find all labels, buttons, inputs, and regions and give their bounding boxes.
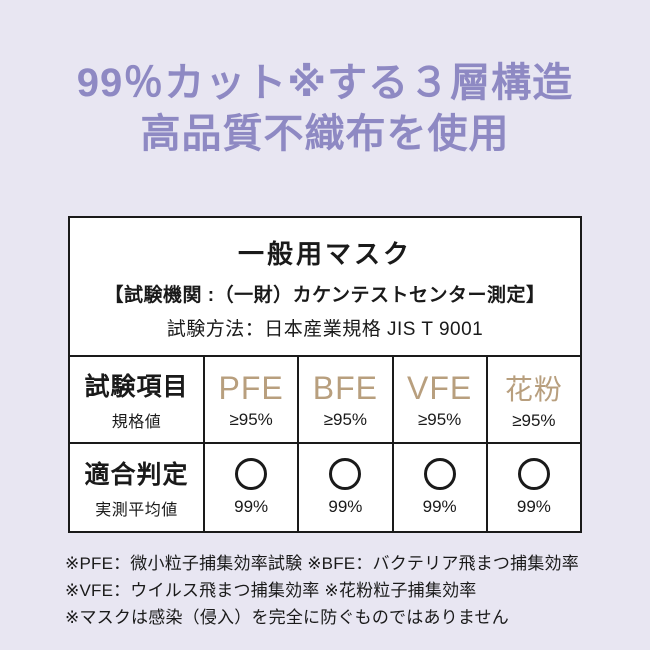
heading-line-2: 高品質不織布を使用 (140, 112, 510, 156)
test-results-table: 一般用マスク 【試験機関 :（一財）カケンテストセンター測定】 試験方法：日本産… (68, 216, 582, 533)
metric-name-pollen: 花粉 (504, 374, 563, 405)
pass-circle-icon (329, 458, 362, 490)
metric-cell-pfe: PFE ≥95% (203, 357, 297, 442)
standard-value-label: 規格値 (111, 414, 162, 431)
footnote-line-2: ※VFE：ウイルス飛まつ捕集効率 ※花粉粒子捕集効率 (65, 581, 477, 600)
judgment-label: 適合判定 (84, 461, 189, 489)
heading-line-1: 99％カット※する３層構造 (76, 61, 574, 105)
result-cell-vfe: 99% (391, 444, 486, 531)
result-value-bfe: 99% (328, 497, 363, 516)
metric-name-pfe: PFE (218, 369, 284, 406)
criteria-label-cell: 試験項目 規格値 (70, 357, 203, 442)
metric-name-bfe: BFE (312, 369, 378, 406)
metric-cell-vfe: VFE ≥95% (391, 357, 486, 442)
metric-name-vfe: VFE (407, 369, 473, 406)
metric-standard-pfe: ≥95% (229, 409, 273, 429)
main-heading: 99％カット※する３層構造 高品質不織布を使用 (0, 0, 650, 160)
test-item-label: 試験項目 (84, 373, 189, 401)
pass-circle-icon (235, 458, 268, 490)
result-label-cell: 適合判定 実測平均値 (70, 444, 203, 531)
pass-circle-icon (517, 458, 550, 490)
result-cell-pfe: 99% (203, 444, 297, 531)
test-agency-line: 【試験機関 :（一財）カケンテストセンター測定】 (104, 285, 546, 306)
metric-standard-pollen: ≥95% (512, 411, 556, 430)
metric-cell-bfe: BFE ≥95% (297, 357, 391, 442)
result-row: 適合判定 実測平均値 99% 99% 99% 99% (70, 442, 580, 531)
result-value-pollen: 99% (516, 497, 551, 516)
test-method-line: 試験方法：日本産業規格 JIS T 9001 (166, 319, 484, 340)
footnote-line-1: ※PFE：微小粒子捕集効率試験 ※BFE：バクテリア飛まつ捕集効率 (65, 554, 579, 573)
criteria-row: 試験項目 規格値 PFE ≥95% BFE ≥95% VFE ≥95% 花粉 ≥… (70, 355, 580, 442)
result-value-pfe: 99% (234, 497, 269, 516)
table-header: 一般用マスク 【試験機関 :（一財）カケンテストセンター測定】 試験方法：日本産… (70, 218, 580, 355)
metric-standard-bfe: ≥95% (323, 409, 368, 429)
metric-cell-pollen: 花粉 ≥95% (485, 357, 580, 442)
footnotes: ※PFE：微小粒子捕集効率試験 ※BFE：バクテリア飛まつ捕集効率 ※VFE：ウ… (65, 550, 585, 631)
result-cell-pollen: 99% (485, 444, 580, 531)
measured-average-label: 実測平均値 (95, 502, 178, 519)
metric-standard-vfe: ≥95% (417, 409, 462, 429)
pass-circle-icon (423, 458, 456, 490)
table-title: 一般用マスク (237, 239, 412, 269)
result-cell-bfe: 99% (297, 444, 391, 531)
result-value-vfe: 99% (422, 497, 457, 516)
footnote-line-3: ※マスクは感染（侵入）を完全に防ぐものではありません (65, 608, 509, 627)
